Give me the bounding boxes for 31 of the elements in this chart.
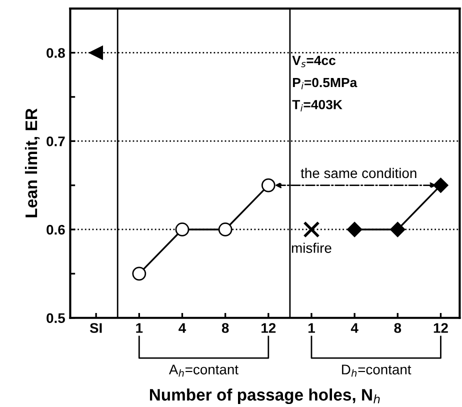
y-tick-label: 0.5 (46, 313, 65, 324)
x-tick-label: 8 (222, 323, 229, 333)
point (390, 222, 406, 238)
y-tick-label: 0.6 (46, 224, 65, 235)
x-axis-title: Number of passage holes, N$_{h}$ (150, 388, 380, 404)
point (303, 221, 320, 238)
x-tick-label: 4 (350, 323, 358, 333)
y-tick-label: 0.8 (46, 48, 65, 58)
annotation: V$_{s}$=4cc (292, 56, 336, 68)
point (261, 178, 276, 192)
annotation: the same condition (300, 168, 416, 178)
x-tick-label: 1 (136, 323, 143, 333)
point (218, 222, 232, 236)
x-tick-label: 1 (308, 323, 315, 333)
point (175, 222, 190, 236)
annotation: misfire (292, 242, 332, 253)
x-tick-label: SI (90, 323, 102, 333)
annotation: P$_{i}$=0.5MPa (292, 78, 358, 90)
x-tick-label: 8 (394, 323, 402, 333)
point (433, 178, 448, 193)
text: A$_{h}$=contant (168, 364, 238, 377)
point (89, 46, 104, 60)
x-tick-label: 12 (434, 323, 448, 333)
point (347, 222, 362, 238)
x-tick-label: 12 (262, 323, 276, 333)
point (132, 266, 146, 281)
text: D$_{h}$=contant (342, 364, 412, 377)
annotation: T$_{i}$=403K (292, 100, 342, 112)
y-axis-title: Lean limit, ER (24, 108, 40, 218)
y-tick-label: 0.7 (46, 136, 65, 146)
x-tick-label: 4 (178, 323, 186, 333)
